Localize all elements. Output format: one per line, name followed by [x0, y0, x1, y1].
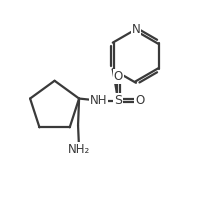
Text: O: O: [114, 71, 123, 83]
Text: S: S: [114, 94, 122, 107]
Text: NH: NH: [90, 94, 107, 107]
Text: NH₂: NH₂: [68, 142, 90, 155]
Text: O: O: [135, 94, 144, 107]
Text: N: N: [132, 23, 140, 36]
